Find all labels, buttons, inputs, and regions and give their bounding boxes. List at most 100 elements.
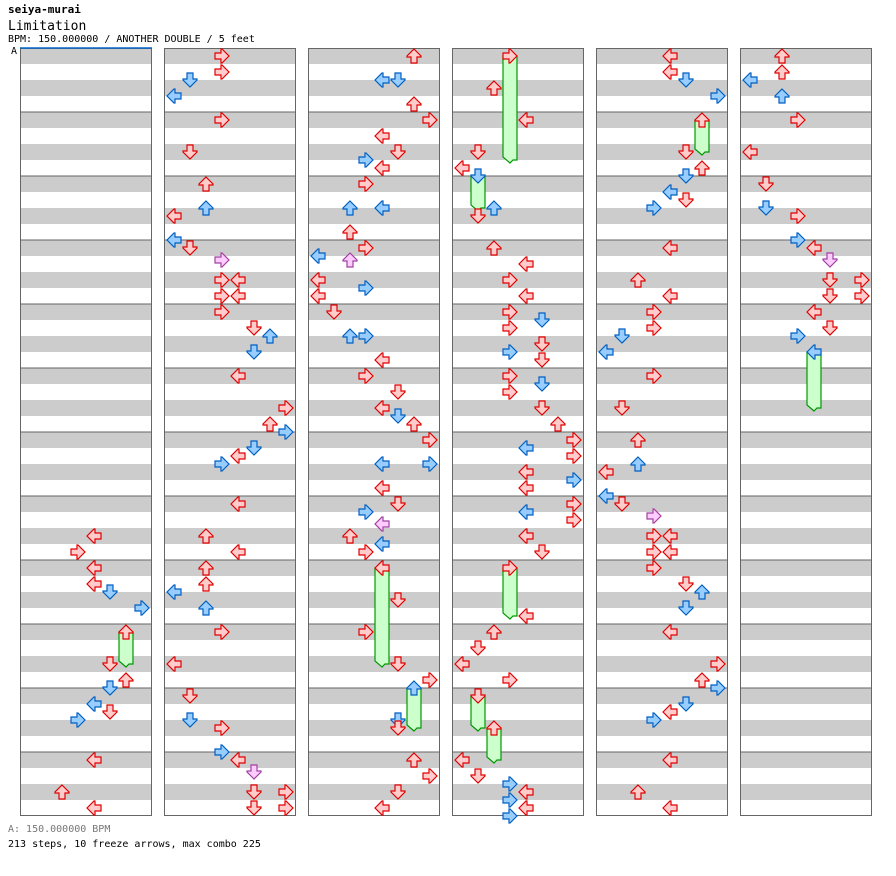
chart-column-2 <box>164 48 296 816</box>
beat-stripe <box>740 784 872 800</box>
beat-stripe <box>164 352 296 368</box>
beat-stripe <box>308 592 440 608</box>
left-arrow-icon <box>518 528 534 544</box>
left-arrow-icon <box>230 544 246 560</box>
right-arrow-icon <box>646 508 662 524</box>
left-arrow-icon <box>662 184 678 200</box>
beat-stripe <box>740 656 872 672</box>
up-arrow-icon <box>342 528 358 544</box>
bpm-summary: A: 150.000000 BPM <box>8 824 111 835</box>
right-arrow-icon <box>502 384 518 400</box>
right-arrow-icon <box>358 328 374 344</box>
left-arrow-icon <box>518 784 534 800</box>
beat-stripe <box>740 384 872 400</box>
beat-stripe <box>20 592 152 608</box>
beat-stripe <box>452 224 584 240</box>
beat-stripe <box>596 304 728 320</box>
right-arrow-icon <box>358 544 374 560</box>
right-arrow-icon <box>646 528 662 544</box>
right-arrow-icon <box>566 432 582 448</box>
beat-stripe <box>596 464 728 480</box>
up-arrow-icon <box>694 160 710 176</box>
beat-stripe <box>20 688 152 704</box>
beat-stripe <box>596 704 728 720</box>
right-arrow-icon <box>214 304 230 320</box>
down-arrow-icon <box>534 352 550 368</box>
right-arrow-icon <box>358 368 374 384</box>
left-arrow-icon <box>86 752 102 768</box>
up-arrow-icon <box>198 560 214 576</box>
beat-stripe <box>452 128 584 144</box>
right-arrow-icon <box>502 808 518 824</box>
beat-stripe <box>740 256 872 272</box>
right-arrow-icon <box>646 304 662 320</box>
down-arrow-icon <box>102 704 118 720</box>
down-arrow-icon <box>390 384 406 400</box>
beat-stripe <box>452 384 584 400</box>
right-arrow-icon <box>358 240 374 256</box>
beat-stripe <box>164 768 296 784</box>
down-arrow-icon <box>678 168 694 184</box>
beat-stripe <box>452 400 584 416</box>
beat-stripe <box>740 544 872 560</box>
beat-stripe <box>20 448 152 464</box>
freeze-arrow <box>374 567 390 668</box>
beat-stripe <box>740 304 872 320</box>
right-arrow-icon <box>790 328 806 344</box>
beat-stripe <box>164 240 296 256</box>
beat-stripe <box>740 400 872 416</box>
down-arrow-icon <box>246 440 262 456</box>
beat-stripe <box>164 672 296 688</box>
left-arrow-icon <box>86 560 102 576</box>
beat-stripe <box>452 368 584 384</box>
down-arrow-icon <box>822 320 838 336</box>
beat-stripe <box>20 240 152 256</box>
beat-stripe <box>740 80 872 96</box>
beat-stripe <box>20 432 152 448</box>
up-arrow-icon <box>198 528 214 544</box>
up-arrow-icon <box>550 416 566 432</box>
up-arrow-icon <box>694 584 710 600</box>
beat-stripe <box>596 272 728 288</box>
beat-stripe <box>740 288 872 304</box>
right-arrow-icon <box>214 456 230 472</box>
up-arrow-icon <box>54 784 70 800</box>
beat-stripe <box>596 336 728 352</box>
right-arrow-icon <box>502 792 518 808</box>
beat-stripe <box>20 320 152 336</box>
right-arrow-icon <box>70 544 86 560</box>
up-arrow-icon <box>486 720 502 736</box>
down-arrow-icon <box>326 304 342 320</box>
up-arrow-icon <box>198 600 214 616</box>
beat-stripe <box>164 736 296 752</box>
down-arrow-icon <box>182 240 198 256</box>
down-arrow-icon <box>390 408 406 424</box>
chart-column-1 <box>20 48 152 816</box>
beat-stripe <box>740 688 872 704</box>
down-arrow-icon <box>534 336 550 352</box>
beat-stripe <box>452 256 584 272</box>
beat-stripe <box>596 576 728 592</box>
down-arrow-icon <box>390 592 406 608</box>
beat-stripe <box>452 672 584 688</box>
down-arrow-icon <box>678 192 694 208</box>
right-arrow-icon <box>358 504 374 520</box>
beat-stripe <box>596 96 728 112</box>
beat-stripe <box>164 464 296 480</box>
right-arrow-icon <box>422 672 438 688</box>
right-arrow-icon <box>214 112 230 128</box>
beat-stripe <box>308 544 440 560</box>
down-arrow-icon <box>678 576 694 592</box>
beat-stripe <box>164 624 296 640</box>
beat-stripe <box>740 272 872 288</box>
beat-stripe <box>308 64 440 80</box>
beat-stripe <box>20 704 152 720</box>
chart-stats: 213 steps, 10 freeze arrows, max combo 2… <box>8 839 261 850</box>
up-arrow-icon <box>406 752 422 768</box>
beat-stripe <box>308 336 440 352</box>
right-arrow-icon <box>854 272 870 288</box>
beat-stripe <box>740 720 872 736</box>
left-arrow-icon <box>374 400 390 416</box>
beat-stripe <box>308 240 440 256</box>
right-arrow-icon <box>502 776 518 792</box>
